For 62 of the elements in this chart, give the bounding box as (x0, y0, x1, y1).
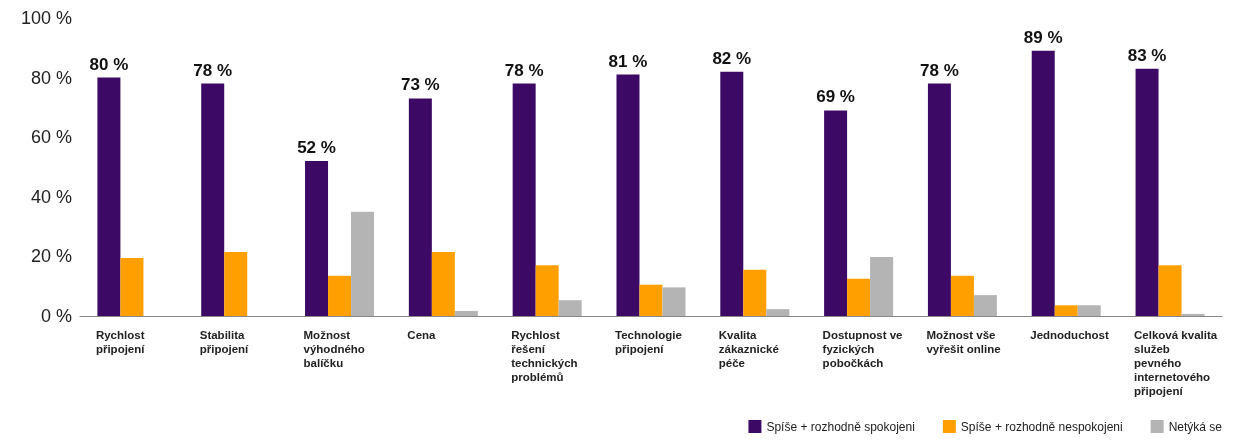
bar (1031, 50, 1055, 316)
bar (639, 284, 663, 316)
bar (1054, 305, 1078, 316)
x-tick-label: Cena (407, 329, 437, 341)
bar (558, 300, 582, 316)
bar (720, 71, 744, 316)
legend-label: Spíše + rozhodně nespokojeni (960, 419, 1123, 434)
bar (454, 310, 478, 316)
data-label: 82 % (712, 48, 752, 68)
x-tick-label: Celková kvalita služeb pevného internetového připojení (1134, 329, 1221, 397)
bar (766, 309, 790, 316)
data-label: 73 % (400, 75, 440, 95)
y-tick-label: 60 % (30, 127, 72, 148)
x-tick-label: Stabilita připojení (199, 329, 250, 355)
bar (351, 211, 375, 316)
bar (120, 257, 144, 316)
y-tick-label: 80 % (30, 67, 72, 88)
data-label: 69 % (816, 87, 855, 107)
x-tick-label: Možnost výhodného balíčku (303, 329, 369, 369)
bar (97, 77, 121, 316)
data-label: 78 % (504, 60, 544, 80)
bar (512, 83, 536, 316)
bar (1181, 313, 1205, 316)
data-label: 78 % (193, 60, 233, 80)
bar (847, 278, 871, 316)
bar (408, 98, 432, 316)
bar (950, 275, 974, 316)
bar (201, 83, 225, 316)
y-tick-label: 100 % (20, 8, 72, 28)
data-label: 78 % (920, 60, 959, 80)
bar (1135, 68, 1159, 316)
bar (328, 275, 352, 316)
bar (662, 287, 686, 316)
bar (743, 269, 767, 316)
data-label: 52 % (297, 138, 336, 158)
y-tick-label: 20 % (30, 246, 72, 267)
bar (616, 74, 640, 316)
data-label: 83 % (1127, 45, 1167, 65)
bar (224, 251, 248, 316)
bar (1077, 305, 1101, 316)
bar (870, 257, 894, 316)
bar (927, 83, 951, 316)
x-tick-label: Možnost vše vyřešit online (926, 329, 1001, 355)
bar (973, 295, 997, 316)
legend-label: Netýká se (1168, 419, 1223, 434)
x-tick-label: Technologie připojení (614, 329, 686, 355)
y-tick-label: 40 % (30, 186, 72, 207)
x-tick-label: Rychlost připojení (95, 329, 148, 355)
data-label: 81 % (608, 51, 648, 71)
x-tick-label: Kvalita zákaznické péče (718, 329, 783, 369)
x-tick-label: Jednoduchost (1030, 329, 1109, 341)
x-tick-label: Rychlost řešení technických problémů (511, 329, 581, 383)
bar (824, 110, 848, 316)
data-label: 80 % (89, 54, 129, 74)
bar (431, 251, 455, 316)
data-label: 89 % (1023, 27, 1063, 47)
y-tick-label: 0 % (40, 306, 72, 326)
bar (305, 161, 329, 316)
x-tick-label: Dostupnost ve fyzických pobočkách (822, 329, 906, 369)
bar (535, 265, 559, 316)
legend-label: Spíše + rozhodně spokojeni (766, 419, 915, 434)
bar (1158, 265, 1182, 316)
